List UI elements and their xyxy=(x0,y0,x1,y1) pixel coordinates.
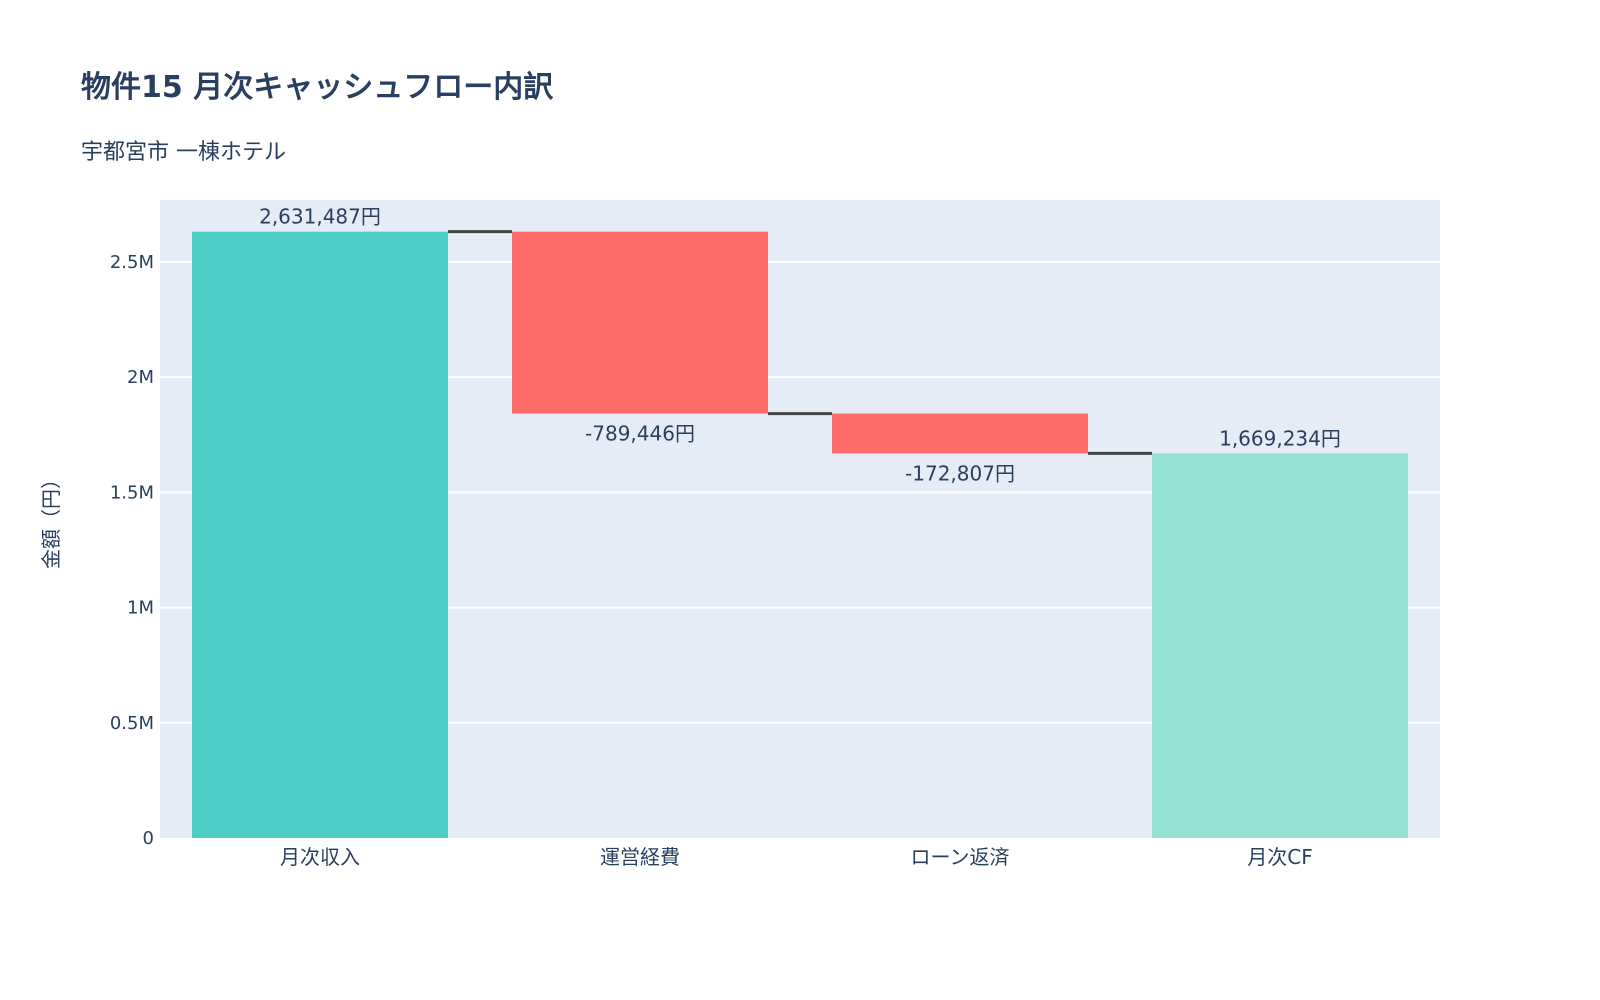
y-tick-label: 0 xyxy=(143,828,154,849)
x-tick-label: ローン返済 xyxy=(911,845,1010,869)
bar-月次CF xyxy=(1152,453,1408,838)
y-tick-label: 0.5M xyxy=(110,713,154,734)
data-label: 1,669,234円 xyxy=(1219,426,1341,450)
y-tick-label: 1.5M xyxy=(110,482,154,503)
bar-月次収入 xyxy=(192,231,448,839)
chart-title: 物件15 月次キャッシュフロー内訳 xyxy=(81,70,554,105)
y-tick-label: 2.5M xyxy=(110,252,154,273)
data-label: -789,446円 xyxy=(585,422,695,446)
x-tick-label: 運営経費 xyxy=(600,845,680,869)
data-label: 2,631,487円 xyxy=(259,205,381,229)
y-tick-label: 2M xyxy=(127,367,154,388)
y-tick-label: 1M xyxy=(127,598,154,619)
y-axis-title: 金額（円） xyxy=(39,469,63,569)
bar-運営経費 xyxy=(512,231,768,414)
chart-subtitle: 宇都宮市 一棟ホテル xyxy=(81,140,286,165)
data-label: -172,807円 xyxy=(905,461,1015,485)
bar-ローン返済 xyxy=(832,413,1088,454)
x-tick-label: 月次収入 xyxy=(280,845,360,869)
x-tick-label: 月次CF xyxy=(1247,845,1312,869)
